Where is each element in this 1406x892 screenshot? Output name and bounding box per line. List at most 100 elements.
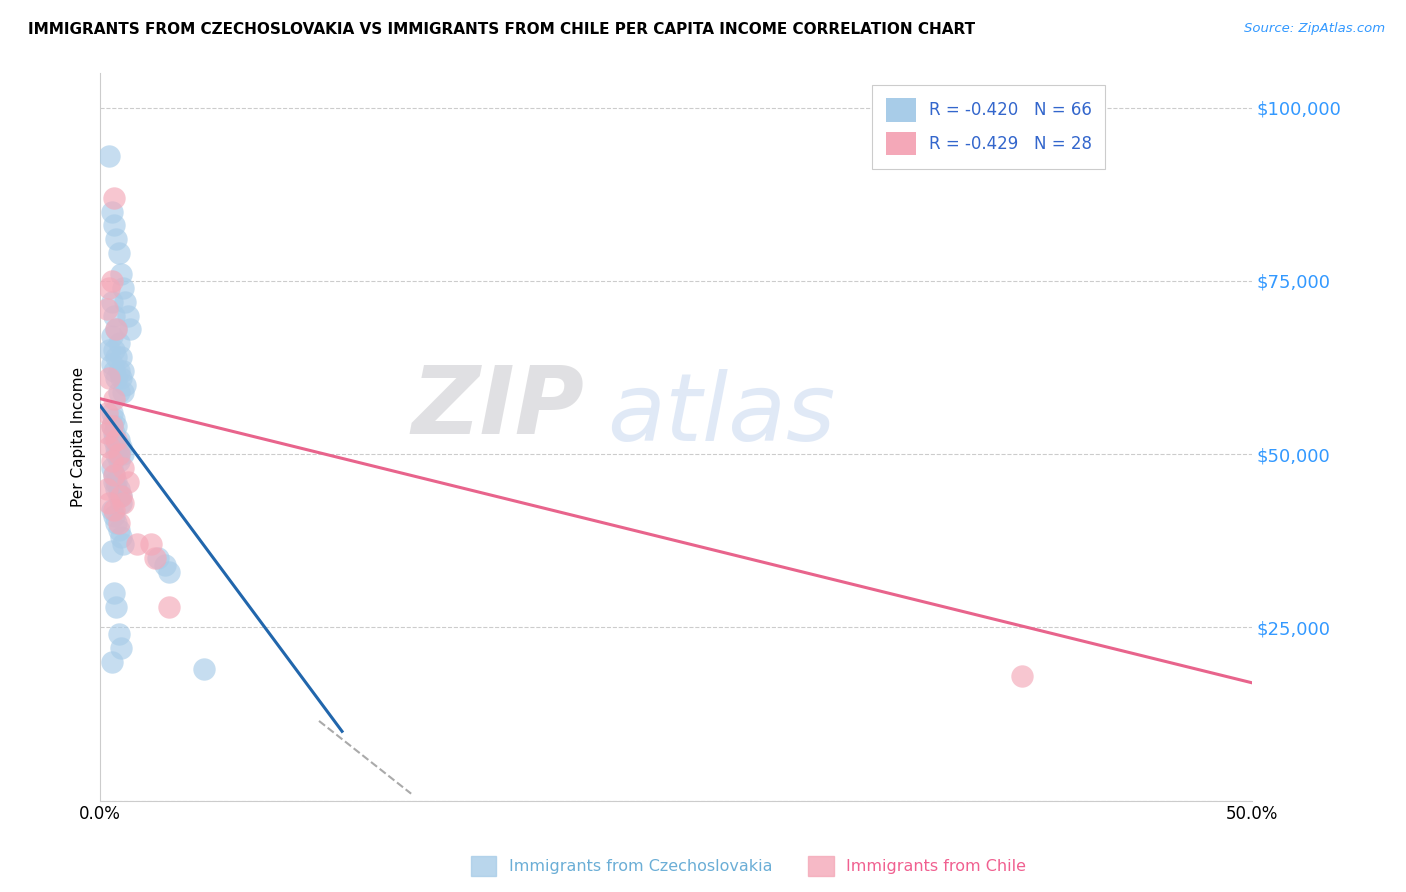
Immigrants from Czechoslovakia [100, 655, 122, 669]
Immigrants from Czechoslovakia [114, 294, 136, 309]
Immigrants from Czechoslovakia [100, 461, 122, 475]
Immigrants from Czechoslovakia [112, 537, 135, 551]
Y-axis label: Per Capita Income: Per Capita Income [72, 367, 86, 507]
Immigrants from Czechoslovakia [107, 447, 129, 461]
Immigrants from Chile [96, 301, 118, 316]
Immigrants from Czechoslovakia [107, 524, 129, 538]
Immigrants from Czechoslovakia [105, 419, 128, 434]
Immigrants from Chile [98, 371, 121, 385]
Immigrants from Czechoslovakia [100, 294, 122, 309]
Immigrants from Czechoslovakia [100, 329, 122, 343]
Immigrants from Czechoslovakia [112, 447, 135, 461]
Immigrants from Chile [105, 322, 128, 336]
Text: ZIP: ZIP [411, 361, 583, 454]
Immigrants from Czechoslovakia [110, 530, 132, 544]
Immigrants from Czechoslovakia [107, 434, 129, 448]
Immigrants from Czechoslovakia [105, 447, 128, 461]
Immigrants from Czechoslovakia [105, 440, 128, 454]
Immigrants from Chile [112, 461, 135, 475]
Immigrants from Czechoslovakia [107, 489, 129, 503]
Immigrants from Chile [103, 502, 125, 516]
Immigrants from Chile [103, 467, 125, 482]
Immigrants from Czechoslovakia [112, 281, 135, 295]
Immigrants from Chile [125, 537, 148, 551]
Immigrants from Chile [110, 489, 132, 503]
Immigrants from Czechoslovakia [100, 204, 122, 219]
Immigrants from Chile [100, 274, 122, 288]
Immigrants from Czechoslovakia [103, 426, 125, 441]
Immigrants from Czechoslovakia [114, 377, 136, 392]
Legend: R = -0.420   N = 66, R = -0.429   N = 28: R = -0.420 N = 66, R = -0.429 N = 28 [873, 85, 1105, 169]
Immigrants from Chile [98, 495, 121, 509]
Immigrants from Czechoslovakia [103, 585, 125, 599]
Immigrants from Czechoslovakia [103, 364, 125, 378]
Immigrants from Chile [157, 599, 180, 614]
Immigrants from Czechoslovakia [112, 384, 135, 399]
Immigrants from Czechoslovakia [105, 350, 128, 364]
Immigrants from Czechoslovakia [107, 482, 129, 496]
Immigrants from Czechoslovakia [153, 558, 176, 572]
Immigrants from Czechoslovakia [110, 641, 132, 656]
Immigrants from Czechoslovakia [100, 419, 122, 434]
Immigrants from Czechoslovakia [100, 502, 122, 516]
Immigrants from Czechoslovakia [100, 357, 122, 371]
Immigrants from Czechoslovakia [157, 565, 180, 579]
Immigrants from Chile [117, 475, 139, 489]
Immigrants from Czechoslovakia [110, 489, 132, 503]
Immigrants from Czechoslovakia [105, 516, 128, 531]
Text: atlas: atlas [607, 369, 835, 460]
Immigrants from Chile [107, 516, 129, 531]
Immigrants from Czechoslovakia [103, 219, 125, 233]
Immigrants from Chile [96, 426, 118, 441]
Immigrants from Czechoslovakia [105, 599, 128, 614]
Immigrants from Czechoslovakia [98, 149, 121, 163]
Immigrants from Czechoslovakia [105, 371, 128, 385]
Immigrants from Chile [112, 495, 135, 509]
Immigrants from Chile [103, 392, 125, 406]
Immigrants from Chile [100, 454, 122, 468]
Immigrants from Chile [107, 447, 129, 461]
Immigrants from Czechoslovakia [193, 662, 215, 676]
Immigrants from Czechoslovakia [105, 482, 128, 496]
Immigrants from Czechoslovakia [103, 309, 125, 323]
Immigrants from Czechoslovakia [105, 322, 128, 336]
Immigrants from Czechoslovakia [110, 350, 132, 364]
Immigrants from Czechoslovakia [107, 384, 129, 399]
Immigrants from Chile [1011, 669, 1033, 683]
Immigrants from Czechoslovakia [103, 509, 125, 524]
Immigrants from Czechoslovakia [103, 475, 125, 489]
Immigrants from Chile [98, 440, 121, 454]
Immigrants from Czechoslovakia [107, 627, 129, 641]
Immigrants from Chile [98, 281, 121, 295]
Immigrants from Czechoslovakia [107, 246, 129, 260]
Immigrants from Czechoslovakia [105, 232, 128, 246]
Immigrants from Czechoslovakia [103, 467, 125, 482]
Text: IMMIGRANTS FROM CZECHOSLOVAKIA VS IMMIGRANTS FROM CHILE PER CAPITA INCOME CORREL: IMMIGRANTS FROM CZECHOSLOVAKIA VS IMMIGR… [28, 22, 976, 37]
Immigrants from Chile [96, 405, 118, 419]
Immigrants from Czechoslovakia [112, 364, 135, 378]
Text: Immigrants from Czechoslovakia: Immigrants from Czechoslovakia [509, 859, 772, 873]
Immigrants from Czechoslovakia [105, 475, 128, 489]
Immigrants from Chile [145, 551, 167, 566]
Immigrants from Chile [103, 191, 125, 205]
Immigrants from Czechoslovakia [110, 440, 132, 454]
Immigrants from Czechoslovakia [103, 412, 125, 426]
Text: Immigrants from Chile: Immigrants from Chile [846, 859, 1026, 873]
Immigrants from Czechoslovakia [103, 434, 125, 448]
Immigrants from Czechoslovakia [107, 336, 129, 351]
Immigrants from Czechoslovakia [103, 343, 125, 358]
Immigrants from Czechoslovakia [107, 364, 129, 378]
Immigrants from Chile [96, 482, 118, 496]
Immigrants from Czechoslovakia [117, 309, 139, 323]
Text: Source: ZipAtlas.com: Source: ZipAtlas.com [1244, 22, 1385, 36]
Immigrants from Chile [105, 434, 128, 448]
Immigrants from Czechoslovakia [100, 405, 122, 419]
Immigrants from Czechoslovakia [110, 495, 132, 509]
Immigrants from Chile [139, 537, 162, 551]
Immigrants from Czechoslovakia [120, 322, 142, 336]
Immigrants from Czechoslovakia [100, 544, 122, 558]
Immigrants from Czechoslovakia [110, 267, 132, 281]
Immigrants from Czechoslovakia [110, 371, 132, 385]
Immigrants from Chile [100, 419, 122, 434]
Immigrants from Czechoslovakia [98, 343, 121, 358]
